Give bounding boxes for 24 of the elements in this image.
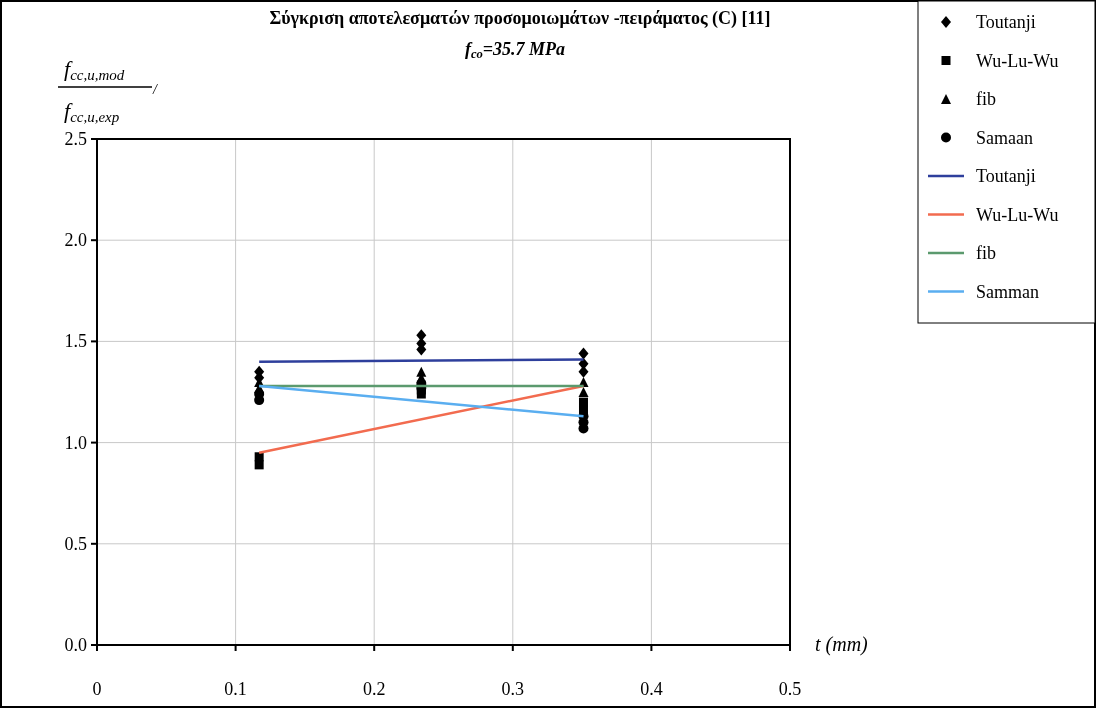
y-tick-label: 0.5 (64, 533, 87, 554)
x-tick-label: 0.3 (501, 679, 525, 699)
y-tick-label: 2.5 (64, 129, 87, 149)
x-tick-label: 0.2 (362, 679, 386, 699)
y-tick-label: 2.0 (64, 230, 87, 251)
legend-label: Wu-Lu-Wu (976, 50, 1059, 71)
y-tick-label: 1.0 (64, 432, 87, 453)
legend-label: fib (976, 243, 996, 263)
legend-label: Toutanji (976, 12, 1036, 32)
y-tick-label: 1.5 (64, 331, 87, 352)
chart-subtitle: f$_{co}$=35.7 MPa (464, 39, 566, 62)
y-tick-label: 0.0 (64, 635, 87, 655)
x-tick-label: 0.1 (224, 679, 247, 699)
legend-label: Toutanji (976, 166, 1036, 186)
x-tick-label: 0 (92, 679, 102, 699)
x-tick-label: 0.5 (778, 679, 802, 699)
chart-title: Σύγκριση αποτελεσματών προσομοιωμάτων -πειράματος (C) [11] (269, 8, 771, 29)
x-axis-title: t (mm) (815, 633, 869, 656)
text: f$_{cc,u,mod}$/f$_{cc,u,exp}$ (64, 56, 157, 125)
legend-label: Samman (976, 281, 1039, 302)
x-tick-label: 0.4 (640, 679, 663, 699)
legend-label: Samaan (976, 127, 1033, 148)
legend-label: Wu-Lu-Wu (976, 204, 1059, 225)
legend-label: fib (976, 89, 996, 109)
